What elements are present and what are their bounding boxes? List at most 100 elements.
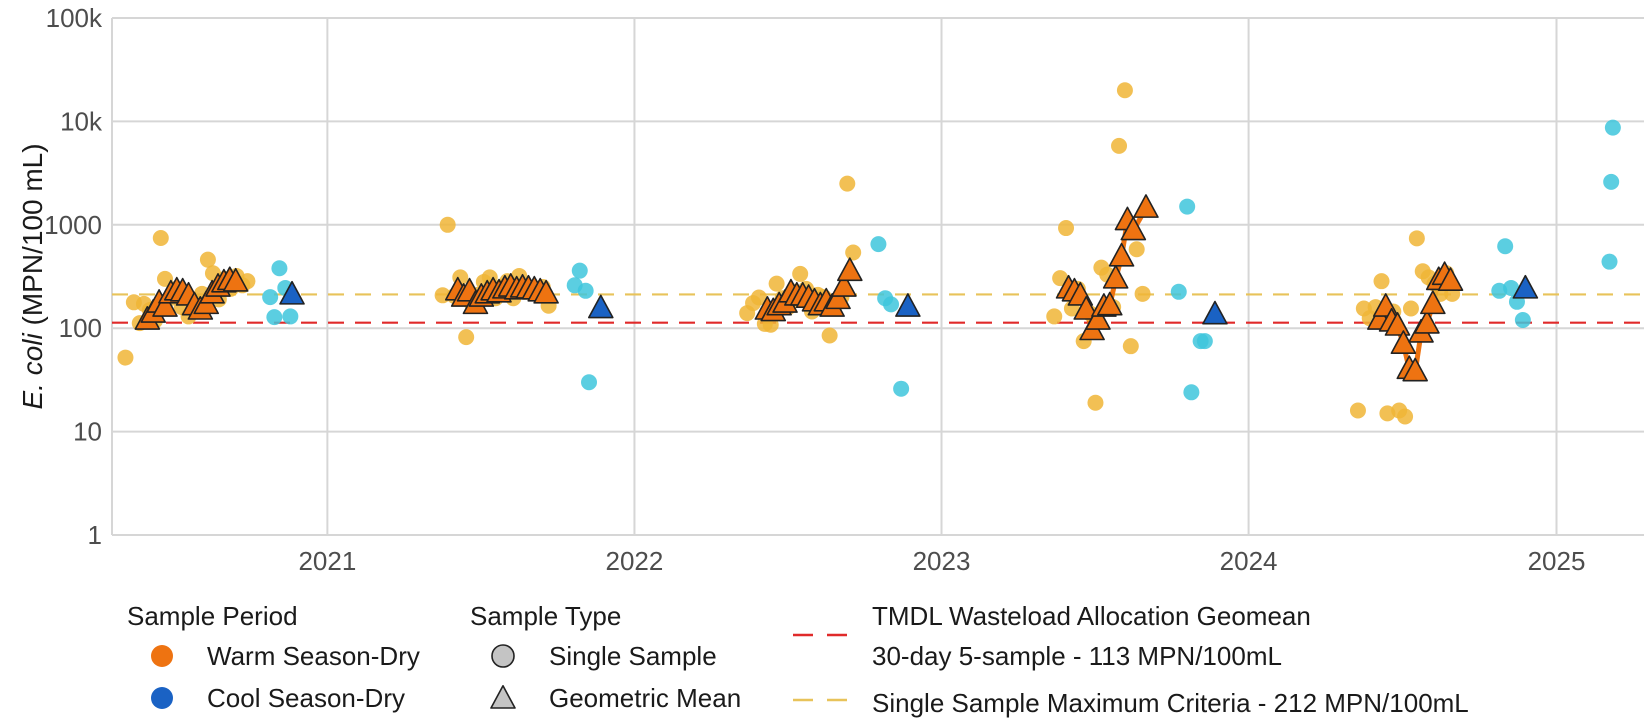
warm-single-sample-point — [1087, 394, 1104, 411]
y-axis-title-rest: (MPN/100 mL) — [17, 143, 48, 325]
warm-single-sample-point — [845, 244, 862, 261]
legend-period-label: Cool Season-Dry — [207, 683, 405, 713]
warm-single-sample-point — [1373, 273, 1390, 290]
warm-single-sample-point — [458, 329, 475, 346]
warm-geomean-point — [825, 285, 851, 310]
legend: Sample Period Warm Season-Dry Cool Season-… — [127, 601, 1469, 718]
legend-period-swatch — [151, 687, 173, 709]
cool-single-sample-point — [1503, 279, 1520, 296]
warm-single-sample-point — [117, 349, 134, 366]
warm-single-sample-point — [1349, 402, 1366, 419]
legend-sample-type-title: Sample Type — [470, 601, 621, 631]
warm-geomean-point — [1073, 295, 1100, 320]
warm-geomean-point — [533, 279, 559, 304]
cool-single-sample-point — [282, 308, 299, 325]
cool-single-sample-point — [271, 260, 288, 277]
warm-geomean-point — [837, 257, 863, 282]
warm-geomean-point — [1102, 264, 1129, 289]
warm-single-sample-point — [750, 289, 767, 306]
warm-single-sample-point — [1058, 220, 1075, 237]
warm-geomean-point — [222, 267, 249, 292]
cool-single-sample-point — [1183, 384, 1200, 401]
y-tick-label: 1000 — [44, 210, 102, 240]
warm-single-sample-point — [1116, 82, 1133, 99]
legend-line-label: TMDL Wasteload Allocation Geomean — [872, 601, 1311, 631]
cool-single-sample-point — [870, 236, 887, 253]
cool-geomean-point — [587, 294, 614, 319]
y-tick-label: 10k — [60, 106, 103, 136]
cool-single-sample-point — [893, 380, 910, 397]
cool-single-sample-point — [262, 289, 279, 306]
cool-single-sample-point — [571, 262, 588, 279]
cool-single-sample-point — [1170, 283, 1187, 300]
warm-single-sample-point — [1134, 285, 1151, 302]
cool-single-sample-point — [1196, 333, 1213, 350]
y-axis-title: E. coli (MPN/100 mL) — [17, 143, 48, 409]
warm-single-sample-point — [1046, 308, 1063, 325]
warm-geomean-point — [1414, 309, 1440, 334]
cool-single-sample-point — [1514, 312, 1531, 329]
warm-single-sample-point — [768, 275, 785, 292]
warm-single-sample-point — [1111, 137, 1128, 154]
warm-single-sample-point — [1128, 241, 1145, 258]
legend-period-label: Warm Season-Dry — [207, 641, 420, 671]
cool-single-sample-point — [883, 296, 900, 313]
legend-period-title: Sample Period — [127, 601, 298, 631]
cool-geomean-point — [895, 293, 921, 317]
x-tick-label: 2025 — [1528, 546, 1586, 576]
warm-geomean-point — [1085, 306, 1111, 330]
warm-single-sample-point — [199, 251, 216, 268]
legend-period-swatch — [151, 645, 173, 667]
cool-single-sample-point — [266, 309, 283, 326]
warm-single-sample-point — [1122, 338, 1139, 355]
legend-triangle-swatch — [490, 684, 516, 709]
warm-single-sample-point — [1402, 300, 1419, 317]
cool-single-sample-point — [577, 282, 594, 299]
legend-sample-type-label: Single Sample — [549, 641, 717, 671]
warm-geomean-point — [1096, 291, 1123, 316]
warm-geomean-point — [152, 293, 178, 317]
warm-geomean-point — [1420, 290, 1446, 315]
grid — [111, 17, 1644, 536]
warm-geomean-point — [1402, 357, 1428, 382]
legend-line-label: Single Sample Maximum Criteria - 212 MPN… — [872, 688, 1469, 718]
x-tick-label: 2023 — [913, 546, 971, 576]
y-tick-label: 100k — [46, 3, 103, 33]
y-axis-title-italic: E. coli — [17, 326, 48, 410]
warm-geomean-point — [1108, 242, 1135, 267]
cool-geomean-point — [1202, 300, 1228, 325]
y-tick-label: 1 — [88, 520, 102, 550]
cool-single-sample-point — [1604, 119, 1621, 136]
warm-geomean-point — [831, 273, 857, 297]
warm-single-sample-point — [839, 175, 856, 192]
cool-geomean-point — [1512, 274, 1539, 299]
x-tick-label: 2022 — [606, 546, 664, 576]
warm-single-sample-point — [1397, 408, 1414, 425]
warm-geomean-point — [1384, 312, 1411, 336]
cool-single-sample-point — [1601, 253, 1618, 270]
warm-single-sample-point — [439, 216, 456, 233]
legend-sample-type-label: Geometric Mean — [549, 683, 741, 713]
warm-single-sample-point — [152, 230, 169, 247]
y-tick-label: 10 — [73, 417, 102, 447]
legend-circle-swatch — [491, 644, 515, 668]
cool-single-sample-point — [1603, 173, 1620, 190]
warm-geomean-point — [1133, 194, 1159, 218]
warm-geomean-point — [1120, 216, 1147, 241]
warm-single-sample-point — [1408, 230, 1425, 247]
warm-single-sample-point — [821, 327, 838, 344]
cool-single-sample-point — [1497, 238, 1514, 255]
x-tick-label: 2021 — [298, 546, 356, 576]
cool-single-sample-point — [1179, 198, 1196, 215]
cool-single-sample-point — [581, 374, 598, 391]
warm-single-sample-point — [1052, 270, 1069, 287]
legend-line-label: 30-day 5-sample - 113 MPN/100mL — [872, 641, 1282, 671]
y-tick-label: 100 — [59, 313, 102, 343]
x-tick-label: 2024 — [1220, 546, 1278, 576]
cool-geomean-point — [279, 280, 305, 305]
warm-single-sample-point — [792, 265, 809, 282]
warm-geomean-point — [1437, 267, 1464, 291]
data-points — [117, 82, 1621, 425]
axes: 1 10 100 1000 10k 100k 2021 2022 2023 2024 2025 E. … — [17, 3, 1585, 576]
